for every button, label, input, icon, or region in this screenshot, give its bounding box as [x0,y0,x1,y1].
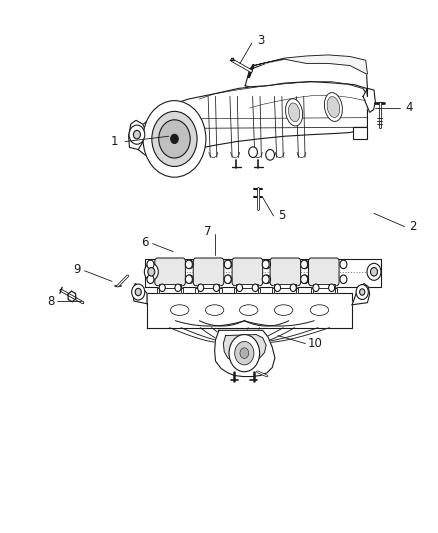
Circle shape [340,260,347,269]
Circle shape [198,284,204,292]
Text: 1: 1 [110,135,118,148]
Circle shape [135,288,141,296]
Circle shape [301,275,308,284]
Text: 2: 2 [410,220,417,233]
Circle shape [360,289,365,295]
Circle shape [367,263,381,280]
Circle shape [129,125,145,144]
Text: 10: 10 [307,337,322,350]
Circle shape [213,284,219,292]
Polygon shape [234,284,261,293]
Circle shape [356,285,368,300]
Circle shape [185,260,192,269]
Text: 9: 9 [73,263,81,276]
Text: 3: 3 [257,34,264,47]
Text: 6: 6 [141,236,148,249]
Polygon shape [352,284,370,305]
FancyBboxPatch shape [308,258,339,286]
Ellipse shape [286,99,303,126]
Circle shape [224,275,231,284]
Ellipse shape [240,305,258,316]
FancyBboxPatch shape [270,258,300,286]
Circle shape [225,275,232,284]
Ellipse shape [327,96,340,117]
Circle shape [252,284,258,292]
Text: 7: 7 [205,225,212,238]
Polygon shape [311,284,337,293]
Circle shape [235,342,254,365]
FancyBboxPatch shape [193,258,224,286]
Polygon shape [272,284,298,293]
Circle shape [301,260,308,269]
Circle shape [134,131,141,139]
Polygon shape [138,82,367,157]
Polygon shape [195,284,222,293]
Circle shape [159,120,190,158]
Circle shape [159,284,165,292]
Circle shape [224,260,231,269]
Circle shape [186,260,193,269]
Ellipse shape [205,305,224,316]
Circle shape [225,260,232,269]
Circle shape [143,101,206,177]
Polygon shape [363,88,375,112]
Ellipse shape [275,305,293,316]
Circle shape [147,260,154,269]
Polygon shape [133,284,147,304]
Circle shape [300,260,307,269]
Polygon shape [129,120,147,150]
Circle shape [171,134,178,143]
Circle shape [262,275,269,284]
Circle shape [313,284,319,292]
Polygon shape [145,259,381,287]
Ellipse shape [170,305,189,316]
Circle shape [185,275,192,284]
Polygon shape [249,55,367,74]
Circle shape [145,263,158,280]
Polygon shape [245,58,367,96]
Circle shape [300,275,307,284]
Bar [353,127,367,139]
Circle shape [275,284,281,292]
Circle shape [147,275,154,284]
Circle shape [249,147,258,158]
Circle shape [264,260,271,269]
Circle shape [290,284,296,292]
Circle shape [328,284,335,292]
Polygon shape [215,330,275,376]
Circle shape [148,268,155,276]
Circle shape [237,284,243,292]
Ellipse shape [310,305,328,316]
Polygon shape [157,284,183,293]
FancyBboxPatch shape [232,258,263,286]
Circle shape [262,260,269,269]
Circle shape [266,150,275,160]
FancyBboxPatch shape [155,258,185,286]
Circle shape [229,335,260,372]
Polygon shape [223,335,266,365]
Circle shape [186,275,193,284]
Circle shape [152,111,197,166]
Ellipse shape [325,93,343,122]
Polygon shape [147,293,352,328]
Text: 4: 4 [405,101,413,114]
Circle shape [132,284,145,300]
Circle shape [175,284,181,292]
Circle shape [264,275,271,284]
Circle shape [340,275,347,284]
Text: 8: 8 [47,295,55,308]
Circle shape [240,348,249,359]
Text: 5: 5 [279,209,286,222]
Ellipse shape [289,103,300,122]
Circle shape [371,268,378,276]
